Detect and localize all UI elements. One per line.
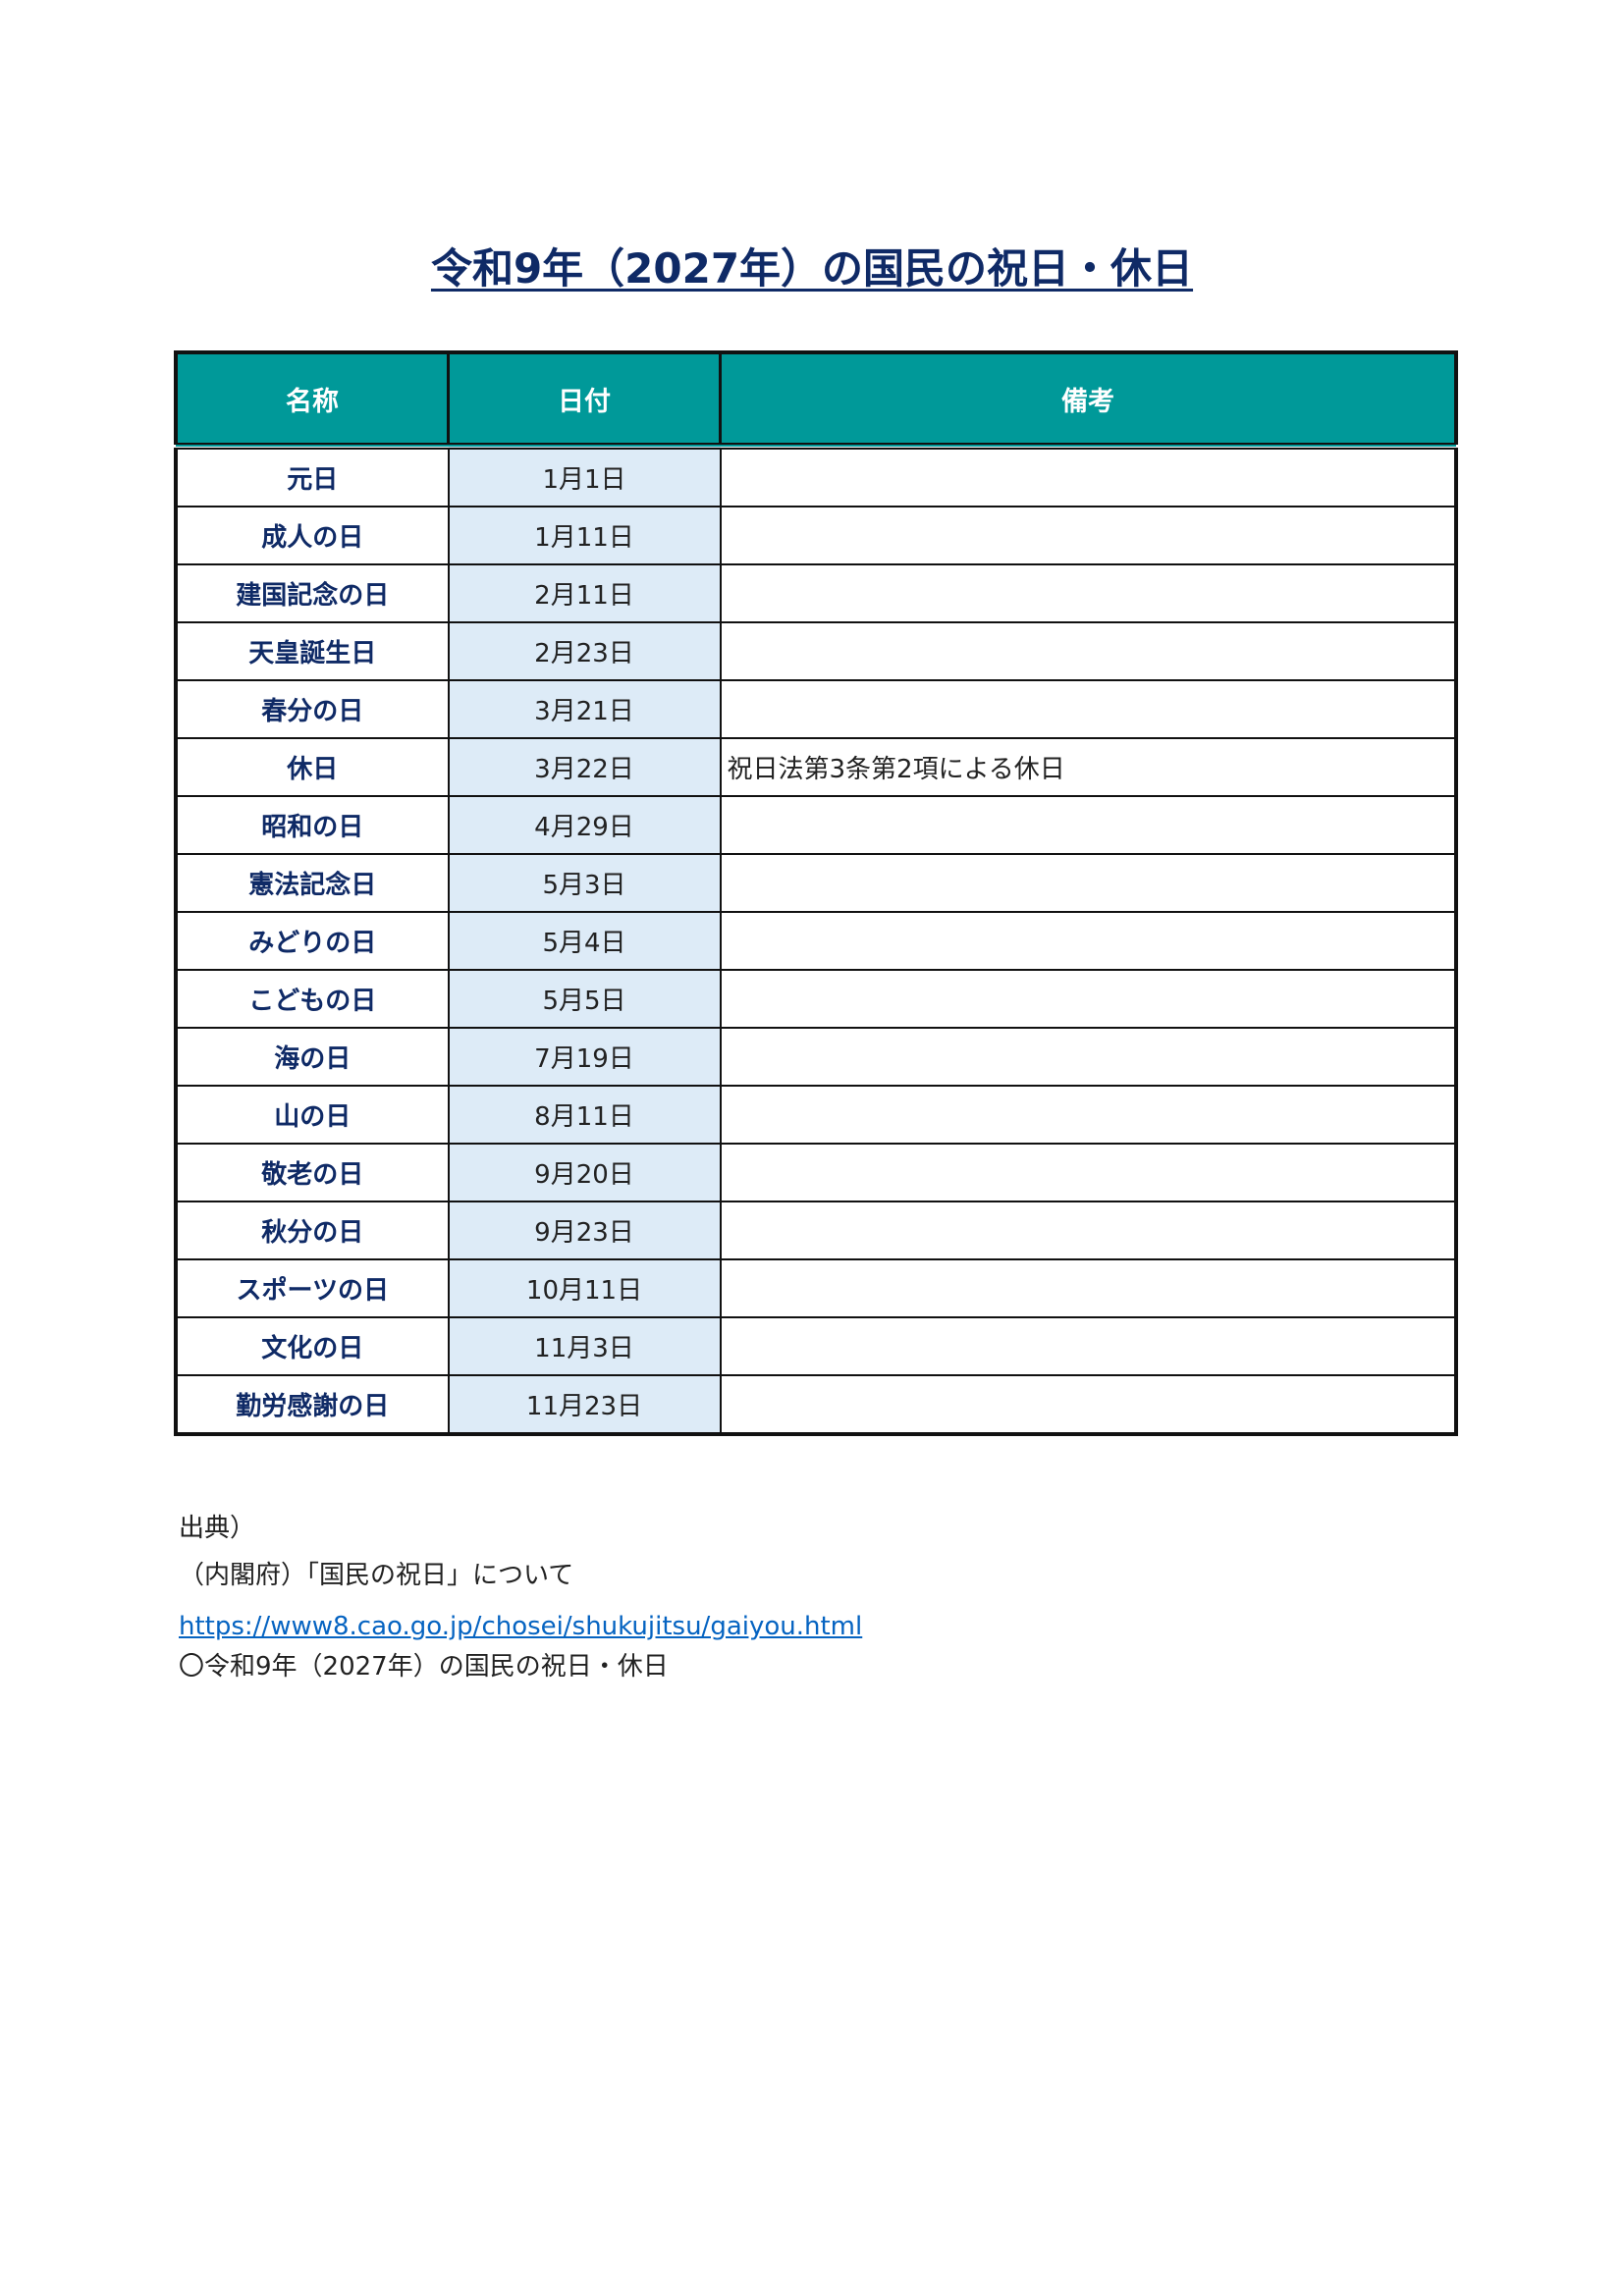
holiday-note (719, 1143, 1457, 1202)
holiday-name: 休日 (175, 737, 450, 797)
holiday-note: 祝日法第3条第2項による休日 (719, 737, 1457, 797)
holiday-note (719, 853, 1457, 913)
holiday-date: 9月23日 (447, 1201, 722, 1260)
holiday-date: 4月29日 (447, 795, 722, 855)
holiday-name: こどもの日 (175, 969, 450, 1029)
source-label: 出典） (179, 1514, 256, 1543)
holiday-note (719, 1201, 1457, 1260)
table-row: 休日 3月22日 祝日法第3条第2項による休日 (175, 737, 1457, 797)
table-row: 元日 1月1日 (175, 445, 1457, 507)
holiday-date: 2月23日 (447, 621, 722, 681)
source-link[interactable]: https://www8.cao.go.jp/chosei/shukujitsu… (179, 1612, 863, 1641)
holiday-date: 8月11日 (447, 1085, 722, 1145)
holiday-name: みどりの日 (175, 911, 450, 971)
holiday-name: 憲法記念日 (175, 853, 450, 913)
header-note: 備考 (719, 350, 1458, 450)
holiday-date: 11月23日 (447, 1374, 722, 1435)
holiday-note (719, 1258, 1457, 1318)
holiday-note (719, 1374, 1457, 1435)
holiday-date: 2月11日 (447, 563, 722, 623)
holiday-name: 元日 (175, 445, 450, 507)
holiday-note (719, 911, 1457, 971)
table-row: 秋分の日 9月23日 (175, 1201, 1457, 1260)
holiday-date: 5月3日 (447, 853, 722, 913)
table-row: 春分の日 3月21日 (175, 679, 1457, 739)
table-row: 敬老の日 9月20日 (175, 1143, 1457, 1202)
table-header-row: 名称 日付 備考 (174, 350, 1458, 450)
table-row: 文化の日 11月3日 (175, 1316, 1457, 1376)
holiday-date: 3月21日 (447, 679, 722, 739)
header-date: 日付 (447, 350, 722, 450)
holiday-name: 成人の日 (175, 506, 450, 565)
table-row: みどりの日 5月4日 (175, 911, 1457, 971)
holiday-date: 11月3日 (447, 1316, 722, 1376)
table-row: 成人の日 1月11日 (175, 506, 1457, 565)
source-text: （内閣府）「国民の祝日」について (179, 1561, 574, 1590)
table-row: スポーツの日 10月11日 (175, 1258, 1457, 1318)
holiday-name: 海の日 (175, 1027, 450, 1087)
holiday-date: 10月11日 (447, 1258, 722, 1318)
holiday-note (719, 445, 1457, 507)
table-row: 憲法記念日 5月3日 (175, 853, 1457, 913)
holiday-date: 1月1日 (447, 445, 722, 507)
table-row: 海の日 7月19日 (175, 1027, 1457, 1087)
holiday-note (719, 563, 1457, 623)
holiday-note (719, 506, 1457, 565)
holiday-date: 3月22日 (447, 737, 722, 797)
holiday-note (719, 679, 1457, 739)
source-item: 〇令和9年（2027年）の国民の祝日・休日 (179, 1652, 669, 1682)
holiday-name: 勤労感謝の日 (175, 1374, 450, 1435)
holiday-name: 文化の日 (175, 1316, 450, 1376)
holiday-table: 名称 日付 備考 元日 1月1日 成人の日 1月11日 建国記念の日 2月11日 天皇誕生日… (174, 350, 1458, 1436)
table-row: 山の日 8月11日 (175, 1085, 1457, 1145)
table-row: 昭和の日 4月29日 (175, 795, 1457, 855)
holiday-date: 7月19日 (447, 1027, 722, 1087)
table-row: こどもの日 5月5日 (175, 969, 1457, 1029)
holiday-date: 5月4日 (447, 911, 722, 971)
table-row: 勤労感謝の日 11月23日 (175, 1374, 1457, 1435)
holiday-date: 9月20日 (447, 1143, 722, 1202)
holiday-name: 昭和の日 (175, 795, 450, 855)
holiday-name: 山の日 (175, 1085, 450, 1145)
table-row: 天皇誕生日 2月23日 (175, 621, 1457, 681)
holiday-note (719, 969, 1457, 1029)
holiday-name: 春分の日 (175, 679, 450, 739)
holiday-name: 秋分の日 (175, 1201, 450, 1260)
holiday-note (719, 621, 1457, 681)
page-title: 令和9年（2027年）の国民の祝日・休日 (430, 244, 1194, 293)
holiday-name: 建国記念の日 (175, 563, 450, 623)
holiday-note (719, 1027, 1457, 1087)
holiday-note (719, 1085, 1457, 1145)
table-row: 建国記念の日 2月11日 (175, 563, 1457, 623)
holiday-note (719, 1316, 1457, 1376)
holiday-date: 1月11日 (447, 506, 722, 565)
holiday-name: 天皇誕生日 (175, 621, 450, 681)
holiday-note (719, 795, 1457, 855)
holiday-name: 敬老の日 (175, 1143, 450, 1202)
header-name: 名称 (174, 350, 450, 450)
holiday-name: スポーツの日 (175, 1258, 450, 1318)
holiday-date: 5月5日 (447, 969, 722, 1029)
